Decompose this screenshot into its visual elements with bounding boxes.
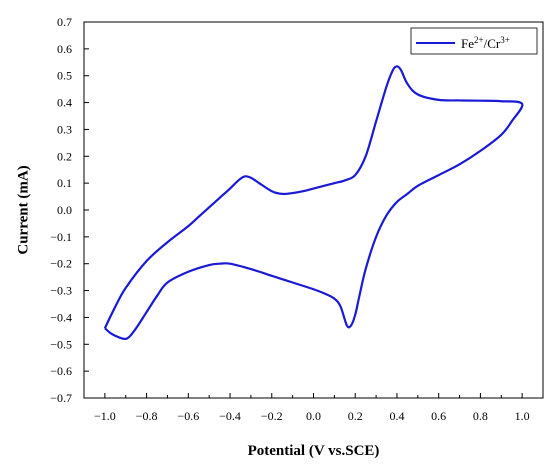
y-tick-label: −0.1 xyxy=(50,230,72,244)
y-axis: −0.7 −0.6 −0.5 −0.4 −0.3 −0.2 −0.1 0.0 0.1 0.2 0.3… xyxy=(50,15,89,405)
x-tick-label: −0.6 xyxy=(177,409,199,423)
y-tick-label: −0.3 xyxy=(50,284,72,298)
y-tick-label: 0.5 xyxy=(57,69,72,83)
y-tick-label: −0.7 xyxy=(50,391,72,405)
legend-box xyxy=(410,27,538,55)
x-tick-label: −0.4 xyxy=(219,409,241,423)
x-tick-label: 0.4 xyxy=(389,409,404,423)
legend: Fe2+/Cr3+ xyxy=(410,27,538,55)
x-tick-label: 0.6 xyxy=(431,409,446,423)
x-tick-label: −1.0 xyxy=(94,409,116,423)
y-tick-label: −0.2 xyxy=(50,257,72,271)
y-tick-label: 0.7 xyxy=(57,15,72,29)
legend-label-fe: Fe xyxy=(461,36,474,51)
x-tick-label: −0.2 xyxy=(261,409,283,423)
x-tick-label: 0.0 xyxy=(306,409,321,423)
x-tick-label: 1.0 xyxy=(515,409,530,423)
y-tick-label: 0.4 xyxy=(57,96,72,110)
y-tick-label: 0.6 xyxy=(57,42,72,56)
y-tick-label: −0.4 xyxy=(50,310,72,324)
x-tick-label: 0.8 xyxy=(473,409,488,423)
y-tick-label: −0.5 xyxy=(50,337,72,351)
x-tick-label: 0.2 xyxy=(348,409,363,423)
x-tick-label: −0.8 xyxy=(136,409,158,423)
y-tick-label: 0.1 xyxy=(57,176,72,190)
y-tick-label: 0.2 xyxy=(57,149,72,163)
legend-label-fe-charge: 2+ xyxy=(474,35,484,45)
legend-label: Fe2+/Cr3+ xyxy=(461,35,510,51)
series-line-0 xyxy=(103,65,524,341)
x-axis-title: Potential (V vs.SCE) xyxy=(248,443,380,459)
legend-label-cr-charge: 3+ xyxy=(500,35,510,45)
y-axis-title: Current (mA) xyxy=(15,165,31,254)
x-axis: −1.0 −0.8 −0.6 −0.4 −0.2 0.0 0.2 0.4 0.6 0.8 1.0 xyxy=(94,393,530,423)
y-tick-label: 0.3 xyxy=(57,122,72,136)
plot-frame xyxy=(83,21,544,399)
legend-label-cr: /Cr xyxy=(484,36,501,51)
y-tick-label: 0.0 xyxy=(57,203,72,217)
y-tick-label: −0.6 xyxy=(50,364,72,378)
plot-area xyxy=(103,65,524,341)
